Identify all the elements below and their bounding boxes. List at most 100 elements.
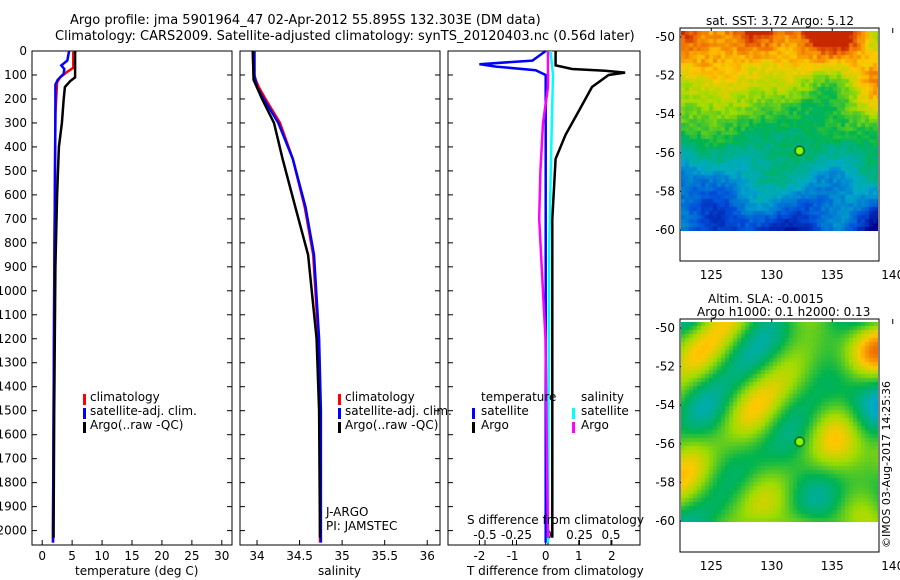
legend-s-argo: Argo <box>581 418 609 432</box>
map-y-tick-label: -50 <box>655 30 675 44</box>
map-y-tick-label: -52 <box>655 360 675 374</box>
map-x-tick-label: 135 <box>821 268 844 282</box>
map-x-tick-label: 130 <box>760 559 783 573</box>
xlabel-t-diff: T difference from climatology <box>467 564 644 578</box>
x-tick-label: 5 <box>68 549 76 563</box>
map-x-tick-label: 130 <box>760 268 783 282</box>
x-tick-label: 36 <box>420 549 435 563</box>
series-line-t-argo <box>551 51 626 538</box>
series-line-argo-raw-qc- <box>52 51 77 538</box>
legend-swatch <box>338 408 341 419</box>
y-tick-label: 100 <box>4 68 27 82</box>
map-x-tick-label: 125 <box>700 268 723 282</box>
y-tick-label: 300 <box>4 116 27 130</box>
map-x-tick-label: 135 <box>821 559 844 573</box>
x-tick-label: 35 <box>334 549 349 563</box>
x-tick-label: 20 <box>154 549 169 563</box>
x-tick-label: 0 <box>38 549 46 563</box>
legend-temperature-title: temperature <box>481 390 557 404</box>
series-line-t-satellite <box>479 49 547 543</box>
legend-swatch <box>83 422 86 433</box>
legend-climatology: climatology <box>345 390 415 404</box>
legend-swatch <box>83 408 86 419</box>
y-tick-label: 1600 <box>0 428 27 442</box>
title-line-1: Argo profile: jma 5901964_47 02-Apr-2012… <box>70 13 541 28</box>
map-y-tick-label: -54 <box>655 107 675 121</box>
x-tick-label: -2 <box>473 549 485 563</box>
map-y-tick-label: -60 <box>655 514 675 528</box>
x-tick-label: 25 <box>184 549 199 563</box>
y-tick-label: 800 <box>4 236 27 250</box>
x2-tick-label: -0.5 <box>473 528 496 542</box>
map-sst-title: sat. SST: 3.72 Argo: 5.12 <box>706 14 855 28</box>
y-tick-label: 1900 <box>0 500 27 514</box>
y-tick-label: 1300 <box>0 356 27 370</box>
y-tick-label: 500 <box>4 164 27 178</box>
y-tick-label: 1400 <box>0 380 27 394</box>
map-x-tick-label: 125 <box>700 559 723 573</box>
x2label-s-diff: S difference from climatology <box>467 513 644 527</box>
x-tick-label: 30 <box>214 549 229 563</box>
y-tick-label: 200 <box>4 92 27 106</box>
x-tick-label: 35.5 <box>371 549 398 563</box>
x2-tick-label: -0.25 <box>501 528 532 542</box>
series-line-argo-raw-qc- <box>251 50 322 538</box>
map-frame <box>679 27 880 262</box>
legend-satellite: satellite-adj. clim. <box>90 404 197 418</box>
sst-map <box>681 31 878 231</box>
y-tick-label: 1800 <box>0 476 27 490</box>
annotation-program: J-ARGO <box>326 505 369 519</box>
y-tick-label: 1100 <box>0 308 27 322</box>
y-tick-label: 2000 <box>0 524 27 538</box>
x-tick-label: 10 <box>94 549 109 563</box>
x2-tick-label: 0.25 <box>566 528 593 542</box>
plot-frame <box>239 50 441 546</box>
xlabel-salinity: salinity <box>318 564 362 578</box>
legend-argo: Argo(..raw -QC) <box>90 418 184 432</box>
map-y-tick-label: -58 <box>655 475 675 489</box>
map-sla-title-2: Argo h1000: 0.1 h2000: 0.13 <box>697 305 871 319</box>
series-line-s-satellite <box>546 50 555 543</box>
legend-climatology: climatology <box>90 390 160 404</box>
annotation-pi: PI: JAMSTEC <box>326 519 398 533</box>
map-y-tick-label: -58 <box>655 184 675 198</box>
x2-tick-label: 0.5 <box>601 528 620 542</box>
series-line-s-argo <box>537 51 550 538</box>
y-tick-label: 400 <box>4 140 27 154</box>
map-frame <box>679 318 880 553</box>
y-tick-label: 1500 <box>0 404 27 418</box>
x-tick-label: 1 <box>575 549 583 563</box>
map-y-tick-label: -52 <box>655 69 675 83</box>
y-tick-label: 700 <box>4 212 27 226</box>
legend-salinity-title: salinity <box>581 390 625 404</box>
legend-swatch <box>83 394 86 405</box>
x-tick-label: 15 <box>124 549 139 563</box>
xlabel-temperature: temperature (deg C) <box>75 564 199 578</box>
map-y-tick-label: -50 <box>655 321 675 335</box>
map-y-tick-label: -56 <box>655 146 675 160</box>
y-tick-label: 600 <box>4 188 27 202</box>
sla-map <box>681 322 878 522</box>
map-x-tick-label: 140 <box>881 268 900 282</box>
x-tick-label: 34.5 <box>286 549 313 563</box>
legend-s-satellite: satellite <box>581 404 629 418</box>
y-tick-label: 1700 <box>0 452 27 466</box>
x-tick-label: 0 <box>542 549 550 563</box>
map-y-tick-label: -54 <box>655 398 675 412</box>
series-line-satellite-adj-clim- <box>253 51 323 543</box>
y-tick-label: 1000 <box>0 284 27 298</box>
legend-t-satellite: satellite <box>481 404 529 418</box>
legend-swatch <box>572 408 575 419</box>
map-sla-title-1: Altim. SLA: -0.0015 <box>708 292 824 306</box>
map-y-tick-label: -60 <box>655 223 675 237</box>
y-tick-label: 900 <box>4 260 27 274</box>
map-x-tick-label: 140 <box>881 559 900 573</box>
legend-swatch <box>338 422 341 433</box>
x-tick-label: -1 <box>507 549 519 563</box>
legend-swatch <box>572 422 575 433</box>
copyright: ©IMOS 03-Aug-2017 14:25:36 <box>880 381 893 548</box>
legend-t-argo: Argo <box>481 418 509 432</box>
x-tick-label: 34 <box>249 549 264 563</box>
map-y-tick-label: -56 <box>655 437 675 451</box>
legend-swatch <box>472 422 475 433</box>
